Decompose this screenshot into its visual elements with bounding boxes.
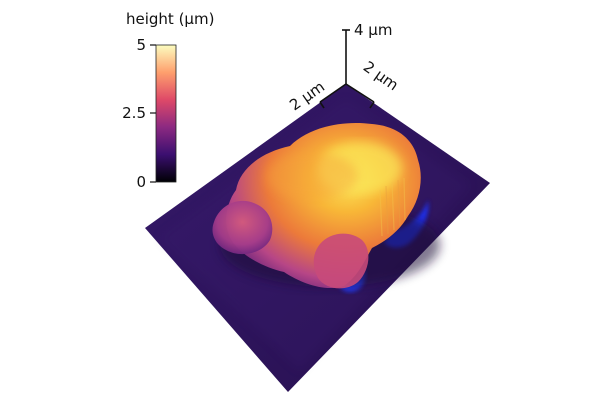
colorbar-gradient-bar — [155, 44, 177, 183]
y-axis-line — [345, 83, 375, 103]
x-axis-line — [319, 83, 347, 103]
colorbar-tick-label-mid: 2.5 — [122, 104, 146, 122]
cell-streak-texture — [379, 177, 406, 237]
colorbar-tick-label-max: 5 — [136, 36, 146, 54]
y-axis-tick — [369, 101, 375, 109]
cell-lower-lump — [212, 200, 273, 255]
colorbar-label: height (µm) — [126, 10, 214, 28]
z-axis-label: 4 µm — [354, 21, 392, 39]
y-axis-label: 2 µm — [360, 57, 402, 94]
x-axis-tick — [319, 101, 325, 109]
colorbar-tick-label-min: 0 — [136, 173, 146, 191]
colorbar: height (µm) 5 2.5 0 — [122, 10, 214, 191]
scale-axes — [319, 29, 375, 109]
cell-upper-glow — [266, 152, 358, 200]
cell-front-lump — [313, 233, 369, 289]
